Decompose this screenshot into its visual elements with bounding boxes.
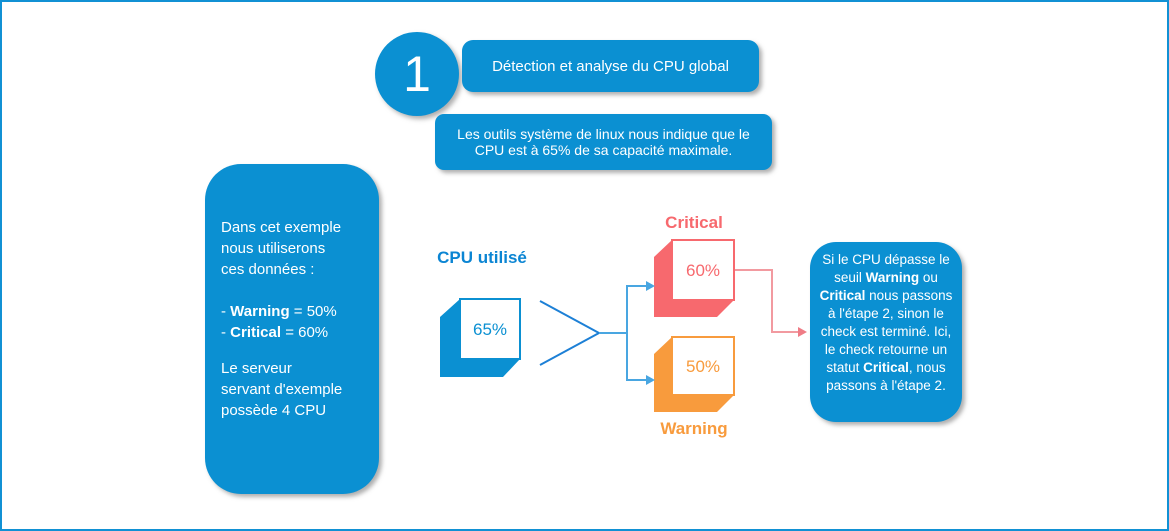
- cpu-value-square: [459, 298, 521, 360]
- spacer: [221, 280, 379, 301]
- cpu-used-label: CPU utilisé: [437, 248, 527, 267]
- branch-diagonal-bottom: [539, 332, 600, 366]
- arrowhead-to-result: [798, 327, 807, 337]
- rule-term: Critical: [230, 324, 282, 341]
- result-text-critical: Critical: [819, 288, 866, 303]
- warning-value: 50%: [686, 357, 720, 376]
- rule-prefix: -: [221, 324, 231, 341]
- critical-value: 60%: [686, 261, 720, 280]
- result-text-warning: Warning: [865, 270, 920, 285]
- critical-threshold-shape: 60%: [654, 239, 735, 317]
- intro-line: nous utiliserons: [221, 240, 326, 257]
- result-box: Si le CPU dépasse le seuil Warning ou Cr…: [810, 242, 962, 422]
- rule-value: = 50%: [289, 303, 337, 320]
- result-text-segment: nous passons à l'étape 2, sinon le check…: [820, 288, 953, 375]
- rule-value: = 60%: [281, 324, 329, 341]
- critical-rule: - Critical = 60%: [221, 322, 379, 343]
- intro-line: Dans cet exemple: [221, 219, 342, 236]
- branch-elbow-bottom: [626, 333, 646, 381]
- intro-line: ces données :: [221, 261, 315, 278]
- rule-term: Warning: [230, 303, 290, 320]
- warning-threshold-shape: 50%: [654, 336, 735, 412]
- warning-rule: - Warning = 50%: [221, 301, 379, 322]
- result-text-critical: Critical: [863, 360, 909, 375]
- example-data-panel: Dans cet exemple nous utiliserons ces do…: [205, 164, 379, 494]
- fold-shadow-shape: [654, 240, 734, 317]
- step-number-circle: 1: [375, 32, 459, 116]
- spacer: [221, 343, 379, 358]
- fold-shadow-shape: [654, 337, 734, 412]
- footer-line: servant d'exemple: [221, 381, 343, 398]
- result-text-segment: ou: [919, 270, 938, 285]
- step-number: 1: [403, 46, 431, 102]
- footer-line: Le serveur: [221, 360, 292, 377]
- rule-prefix: -: [221, 303, 231, 320]
- cpu-value-shape: 65%: [440, 298, 521, 377]
- result-text-segment: Si le CPU dépasse le seuil: [822, 252, 950, 285]
- branch-elbow-top: [599, 285, 646, 334]
- step-title-box: Détection et analyse du CPU global: [462, 40, 759, 92]
- info-box: Les outils système de linux nous indique…: [435, 114, 772, 170]
- critical-value-square: [671, 239, 735, 301]
- cpu-value: 65%: [473, 320, 507, 339]
- result-text-segment: , nous passons à l'étape 2.: [826, 360, 946, 393]
- critical-to-result-connector: [735, 269, 798, 333]
- info-text: Les outils système de linux nous indique…: [457, 125, 750, 159]
- branch-diagonal-top: [539, 300, 600, 334]
- critical-label: Critical: [665, 213, 723, 232]
- warning-label: Warning: [660, 419, 728, 438]
- footer-line: possède 4 CPU: [221, 402, 327, 419]
- step-title: Détection et analyse du CPU global: [492, 57, 729, 75]
- warning-value-square: [671, 336, 735, 396]
